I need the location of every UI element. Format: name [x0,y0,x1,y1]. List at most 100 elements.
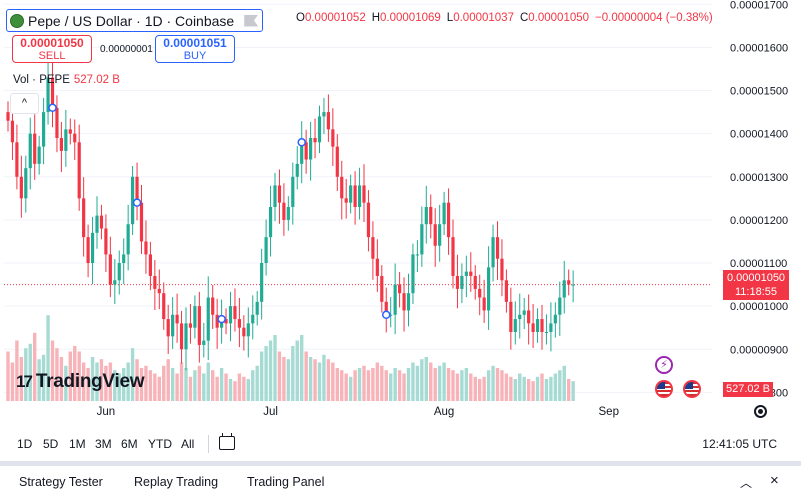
range-button-1m[interactable]: 1M [69,437,86,451]
candle-body [389,314,393,316]
volume-bar [571,381,575,401]
volume-bar [117,373,121,401]
volume-bar [486,370,491,401]
volume-bar [451,370,455,401]
tradingview-watermark[interactable]: 17 TradingView [16,371,145,393]
range-button-ytd[interactable]: YTD [148,437,172,451]
collapse-legend-button[interactable]: ^ [10,93,39,114]
volume-bar [380,365,384,401]
volume-bar [233,381,237,401]
volume-bar [295,340,299,401]
candle-body [251,314,255,324]
candle-body [206,297,210,341]
candle-body [10,120,15,143]
us-flag-icon[interactable] [683,380,701,398]
high-key: H [371,12,381,24]
low-key: L [446,12,454,24]
ohlc-legend: O0.00001052 H0.00001069 L0.00001037 C0.0… [296,12,713,24]
x-tick-label: Aug [433,406,455,418]
range-button-1d[interactable]: 1D [17,437,33,451]
dividend-marker [297,138,306,147]
candle-body [82,198,86,238]
volume-bar [522,376,526,401]
candle-body [340,176,344,199]
volume-bar [331,362,335,401]
symbol-selector[interactable]: Pepe / US Dollar · 1D · Coinbase [6,9,264,32]
range-button-6m[interactable]: 6M [121,437,138,451]
volume-bar [277,351,282,401]
candle-body [424,206,428,225]
volume-bar [130,348,135,401]
volume-bar [415,365,420,401]
volume-bar [509,376,513,401]
candle-body [68,129,72,134]
candle-body [33,133,37,164]
close-icon[interactable]: × [770,472,779,489]
candle-body [6,112,10,121]
volume-bar [562,365,566,401]
volume-bar [24,348,28,401]
close-value: 0.00001050 [528,12,590,24]
volume-bar [286,359,291,401]
candle-body [411,254,415,294]
candle-body [90,232,95,264]
price-chart[interactable]: 0.00001700 0.00001600 0.00001500 0.00001400… [0,0,801,430]
volume-legend: Vol · PEPE 527.02 B [13,74,120,86]
chevron-up-icon[interactable]: ︿ [740,476,753,490]
candle-body [46,77,50,113]
sell-button[interactable]: 0.00001050 SELL [12,35,92,63]
candle-body [544,332,549,334]
candle-body [148,254,152,276]
chart-grid [4,3,712,393]
us-flag-icon[interactable] [655,380,673,398]
x-tick-label: Jul [263,406,278,418]
change-value: −0.00000004 (−0.38%) [595,12,713,24]
volume-bar [482,376,486,401]
flag-icon[interactable] [244,14,259,27]
volume-bar [464,368,469,401]
candle-body [59,137,63,151]
candle-body [264,237,268,264]
range-button-3m[interactable]: 3M [95,437,112,451]
sell-label: SELL [38,50,66,62]
candle-body [317,116,322,143]
low-value: 0.00001037 [453,12,514,24]
candle-body [415,254,419,256]
candle-body [420,224,424,255]
panel-divider[interactable] [0,461,801,465]
candle-body [211,297,215,315]
candle-body [344,198,348,203]
range-button-all[interactable]: All [181,437,195,451]
buy-button[interactable]: 0.00001051 BUY [155,35,235,63]
candle-body [562,280,566,298]
candle-body [558,297,562,315]
candle-body [95,215,99,233]
candle-body [304,142,308,160]
calendar-icon[interactable] [219,433,235,450]
tab-strategy-tester[interactable]: Strategy Tester [19,475,103,489]
tab-replay-trading[interactable]: Replay Trading [134,475,219,489]
lightning-bolt-icon[interactable]: ⚡ [655,356,673,374]
candle-body [131,176,135,225]
gear-icon[interactable] [754,405,767,418]
volume-bar [166,359,170,401]
candle-body [117,263,121,281]
candle-body [64,129,68,151]
utc-clock[interactable]: 12:41:05 UTC [702,437,777,451]
bottom-panel: Strategy Tester Replay Trading Trading P… [0,465,801,492]
candle-body [171,314,175,337]
volume-legend-label: Vol · PEPE [13,74,70,86]
tab-trading-panel[interactable]: Trading Panel [247,475,325,489]
candle-body [331,129,335,147]
volume-bar [95,362,99,401]
volume-bar [544,379,549,401]
open-key: O [296,12,305,24]
volume-bar [228,379,233,401]
volume-bar [442,362,446,401]
candle-body [438,224,442,246]
candle-body [313,137,317,143]
volume-bar [308,357,313,401]
range-button-5d[interactable]: 5D [43,437,59,451]
candle-body [144,241,148,255]
volume-bar [50,340,55,401]
